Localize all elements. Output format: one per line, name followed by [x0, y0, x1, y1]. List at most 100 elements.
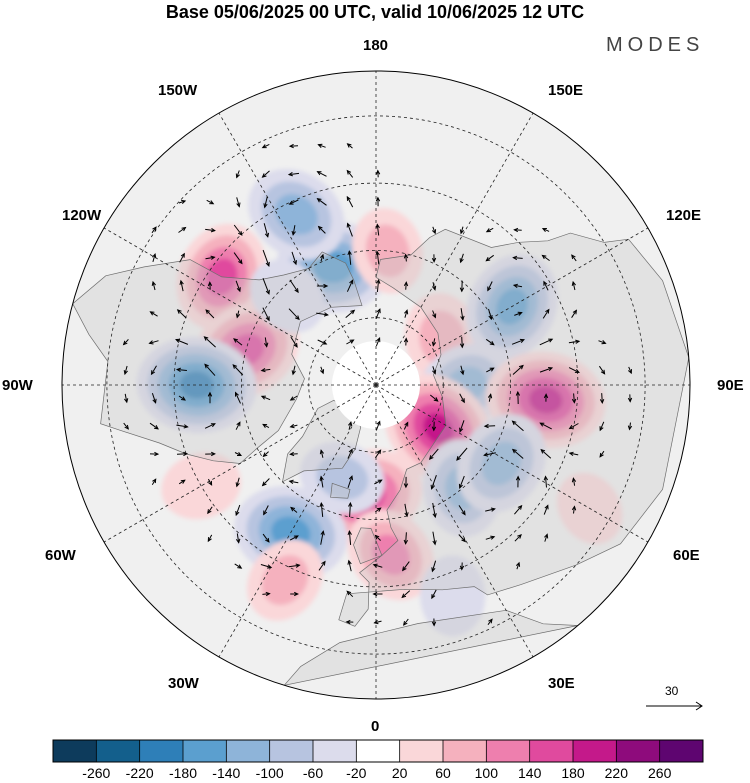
colorbar-swatch: [443, 740, 487, 762]
wind-vector: [487, 393, 493, 402]
wind-vector: [431, 589, 437, 600]
wind-vector: [235, 310, 241, 319]
wind-vector: [179, 279, 184, 292]
colorbar-tick-label: 260: [648, 765, 672, 781]
colorbar-tick-label: -260: [82, 765, 111, 781]
wind-vector: [403, 281, 409, 290]
colorbar-tick-label: -100: [255, 765, 284, 781]
wind-vector: [544, 533, 549, 542]
wind-vector: [262, 249, 270, 267]
anomaly-center: [457, 414, 546, 513]
wind-vector: [374, 479, 383, 485]
colorbar: [52, 739, 704, 763]
landmass: [353, 527, 383, 565]
meridian-line: [103, 227, 377, 386]
wind-vector: [404, 503, 409, 518]
wind-vector: [543, 504, 549, 515]
wind-vector: [512, 283, 523, 288]
wind-vector: [262, 278, 270, 295]
wind-vector: [261, 143, 270, 149]
wind-vector: [347, 250, 352, 265]
anomaly-center: [352, 208, 424, 294]
wind-vector: [432, 366, 437, 375]
wind-vector: [540, 448, 552, 459]
wind-vector: [288, 143, 299, 149]
wind-vector: [176, 451, 189, 457]
wind-vector: [375, 223, 380, 236]
wind-vector: [456, 447, 468, 461]
colorbar-frame: [52, 739, 704, 763]
wind-vector: [205, 309, 215, 319]
wind-vector: [432, 531, 437, 546]
wind-vector: [403, 337, 409, 346]
wind-vector: [485, 254, 494, 262]
wind-vector: [205, 451, 216, 457]
wind-vector: [571, 280, 576, 291]
wind-vector: [263, 196, 268, 209]
lon-label-90e: 90E: [717, 377, 744, 394]
colorbar-swatch: [356, 740, 400, 762]
wind-vector: [458, 475, 465, 489]
wind-vector: [543, 393, 549, 402]
wind-vectors: [122, 143, 633, 627]
wind-vector: [319, 449, 324, 458]
wind-vector: [178, 395, 186, 401]
wind-vector: [233, 252, 243, 265]
colorbar-swatch: [313, 740, 357, 762]
colorbar-swatch: [573, 740, 617, 762]
wind-vector: [148, 340, 159, 345]
lon-label-120e: 120E: [666, 207, 702, 224]
wind-vector: [346, 339, 355, 345]
wind-vector: [487, 618, 493, 625]
wind-vector: [205, 227, 216, 233]
wind-vector: [320, 530, 325, 545]
wind-vector: [485, 507, 496, 512]
wind-vector: [431, 338, 437, 347]
wind-vector: [345, 619, 354, 625]
wind-vector: [151, 226, 157, 234]
wind-vector: [263, 505, 269, 516]
wind-vector: [346, 169, 354, 178]
wind-vector: [289, 395, 298, 401]
wind-vector: [234, 452, 242, 456]
lon-label-60w: 60W: [45, 547, 76, 564]
wind-vector: [319, 501, 324, 517]
wind-vector: [207, 281, 213, 290]
wind-vector: [459, 226, 465, 235]
wind-vector: [288, 199, 299, 205]
wind-vector: [514, 311, 523, 316]
wind-vector: [316, 283, 329, 289]
colorbar-swatch: [486, 740, 530, 762]
reference-vector: [646, 701, 703, 711]
wind-vector: [541, 228, 550, 233]
wind-vector: [627, 422, 633, 431]
wind-vector: [206, 199, 215, 205]
meridian-line: [375, 384, 534, 658]
colorbar-swatch: [226, 740, 270, 762]
wind-vector: [175, 338, 189, 345]
wind-vector: [375, 420, 381, 431]
wind-vector: [262, 307, 270, 322]
wind-vector: [598, 340, 607, 345]
wind-vector: [459, 280, 465, 293]
wind-vector: [290, 591, 299, 597]
colorbar-swatch: [96, 740, 140, 762]
map-title: Base 05/06/2025 00 UTC, valid 10/06/2025…: [165, 2, 585, 22]
wind-vector: [374, 449, 382, 459]
wind-vector: [459, 562, 465, 571]
wind-vector: [539, 422, 552, 430]
wind-vector: [260, 395, 271, 401]
wind-vector: [403, 476, 409, 489]
meridian-line: [218, 112, 377, 386]
colorbar-tick-label: -20: [346, 765, 367, 781]
latitude-circle: [173, 182, 579, 588]
wind-vector: [372, 591, 383, 597]
colorbar-tick-label: 60: [435, 765, 451, 781]
graticule: [62, 71, 690, 699]
wind-vector: [178, 226, 187, 233]
wind-vector: [317, 143, 326, 148]
wind-vector: [205, 255, 216, 260]
wind-vector: [123, 422, 130, 430]
wind-vector: [207, 391, 213, 404]
colorbar-tick-label: 220: [604, 765, 628, 781]
